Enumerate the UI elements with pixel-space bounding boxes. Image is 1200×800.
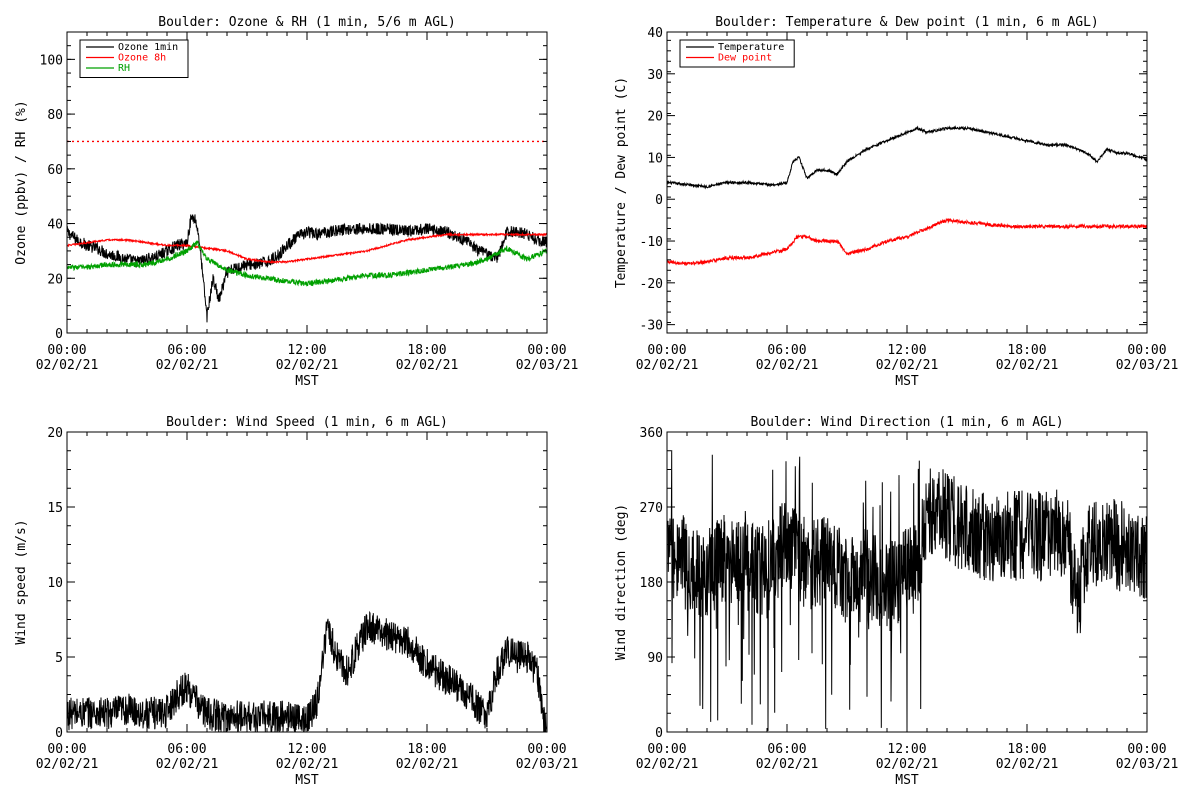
legend-label: Ozone 1min (118, 42, 178, 53)
y-tick-label: 360 (640, 426, 663, 441)
y-axis-label: Ozone (ppbv) / RH (%) (14, 100, 29, 264)
y-tick-label: 180 (640, 576, 663, 591)
y-tick-label: 20 (647, 110, 663, 125)
y-tick-label: 15 (47, 501, 63, 516)
x-tick-date: 02/02/21 (396, 358, 459, 373)
y-tick-label: -20 (640, 277, 663, 292)
x-axis-label: MST (895, 773, 919, 788)
y-tick-label: 270 (640, 501, 663, 516)
x-tick-time: 06:00 (167, 343, 206, 358)
y-tick-label: 80 (47, 108, 63, 123)
x-tick-date: 02/02/21 (276, 757, 339, 772)
x-tick-time: 00:00 (47, 742, 86, 757)
plot-frame (66, 431, 548, 733)
x-tick-date: 02/02/21 (36, 757, 99, 772)
x-tick-date: 02/02/21 (756, 358, 819, 373)
y-tick-label: 30 (647, 68, 663, 83)
series-dew-point (667, 217, 1147, 266)
x-tick-time: 12:00 (287, 742, 326, 757)
series-line (667, 450, 1147, 731)
x-tick-date: 02/02/21 (756, 757, 819, 772)
x-tick-date: 02/03/21 (516, 757, 579, 772)
x-tick-date: 02/03/21 (1116, 757, 1179, 772)
y-tick-label: 20 (47, 272, 63, 287)
x-tick-time: 18:00 (407, 742, 446, 757)
y-tick-label: 40 (647, 26, 663, 41)
x-tick-time: 18:00 (1007, 343, 1046, 358)
legend-label: RH (118, 63, 130, 74)
x-tick-time: 06:00 (767, 343, 806, 358)
x-tick-time: 00:00 (527, 742, 566, 757)
x-tick-date: 02/02/21 (636, 757, 699, 772)
legend-label: Ozone 8h (118, 53, 166, 64)
series-rh (67, 240, 547, 287)
x-tick-time: 12:00 (887, 742, 926, 757)
y-tick-label: 40 (47, 218, 63, 233)
x-axis-label: MST (295, 374, 319, 389)
chart-title: Boulder: Wind Speed (1 min, 6 m AGL) (166, 415, 448, 430)
x-tick-date: 02/02/21 (36, 358, 99, 373)
chart-title: Boulder: Wind Direction (1 min, 6 m AGL) (750, 415, 1063, 430)
x-tick-date: 02/02/21 (876, 358, 939, 373)
y-tick-label: 10 (647, 151, 663, 166)
series-ozone-8h (67, 231, 547, 265)
y-tick-label: 0 (655, 193, 663, 208)
x-tick-time: 00:00 (47, 343, 86, 358)
y-axis-label: Temperature / Dew point (C) (614, 77, 629, 288)
chart-title: Boulder: Ozone & RH (1 min, 5/6 m AGL) (158, 15, 455, 30)
x-axis-label: MST (895, 374, 919, 389)
y-tick-label: 10 (47, 576, 63, 591)
x-tick-time: 06:00 (167, 742, 206, 757)
x-tick-date: 02/02/21 (156, 757, 219, 772)
y-tick-label: 0 (655, 726, 663, 741)
y-tick-label: 0 (55, 327, 63, 342)
x-tick-time: 18:00 (1007, 742, 1046, 757)
x-tick-time: 00:00 (1127, 343, 1166, 358)
y-tick-label: 60 (47, 163, 63, 178)
y-tick-label: 100 (40, 53, 63, 68)
x-axis-label: MST (295, 773, 319, 788)
y-tick-label: 20 (47, 426, 63, 441)
x-tick-date: 02/02/21 (156, 358, 219, 373)
x-tick-date: 02/02/21 (996, 358, 1059, 373)
x-tick-date: 02/03/21 (516, 358, 579, 373)
x-tick-date: 02/02/21 (636, 358, 699, 373)
x-tick-time: 12:00 (887, 343, 926, 358)
chart-wind_speed: Boulder: Wind Speed (1 min, 6 m AGL) 0 5 10… (14, 415, 578, 788)
chart-ozone: Boulder: Ozone & RH (1 min, 5/6 m AGL)02… (14, 15, 578, 389)
x-tick-time: 00:00 (1127, 742, 1166, 757)
y-axis-label: Wind speed (m/s) (14, 519, 29, 644)
y-tick-label: -10 (640, 235, 663, 250)
x-tick-time: 06:00 (767, 742, 806, 757)
x-tick-time: 00:00 (527, 343, 566, 358)
series-temperature (667, 125, 1147, 190)
chart-title: Boulder: Temperature & Dew point (1 min,… (715, 15, 1099, 30)
chart-temperature: Boulder: Temperature & Dew point (1 min,… (614, 15, 1178, 389)
x-tick-time: 00:00 (647, 343, 686, 358)
legend-box (679, 39, 795, 68)
x-tick-time: 00:00 (647, 742, 686, 757)
legend-label: Dew point (718, 53, 772, 64)
legend-label: Temperature (718, 42, 784, 53)
y-tick-label: 5 (55, 651, 63, 666)
y-tick-label: 0 (55, 726, 63, 741)
legend-box (79, 39, 189, 78)
x-tick-time: 18:00 (407, 343, 446, 358)
x-tick-date: 02/02/21 (276, 358, 339, 373)
series-ozone-1min (67, 214, 547, 323)
y-tick-label: -30 (640, 319, 663, 334)
series-line (67, 610, 547, 732)
x-tick-date: 02/02/21 (876, 757, 939, 772)
x-tick-date: 02/03/21 (1116, 358, 1179, 373)
x-tick-date: 02/02/21 (996, 757, 1059, 772)
y-axis-label: Wind direction (deg) (614, 504, 629, 661)
x-tick-date: 02/02/21 (396, 757, 459, 772)
chart-wind_direction: Boulder: Wind Direction (1 min, 6 m AGL)… (614, 415, 1178, 788)
y-tick-label: 90 (647, 651, 663, 666)
x-tick-time: 12:00 (287, 343, 326, 358)
